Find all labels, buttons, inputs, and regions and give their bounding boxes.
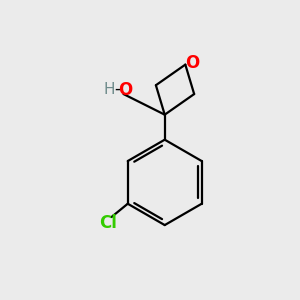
- Text: O: O: [118, 81, 133, 99]
- Text: O: O: [186, 54, 200, 72]
- Text: H: H: [104, 82, 116, 97]
- Text: -: -: [114, 80, 120, 98]
- Text: Cl: Cl: [99, 214, 117, 232]
